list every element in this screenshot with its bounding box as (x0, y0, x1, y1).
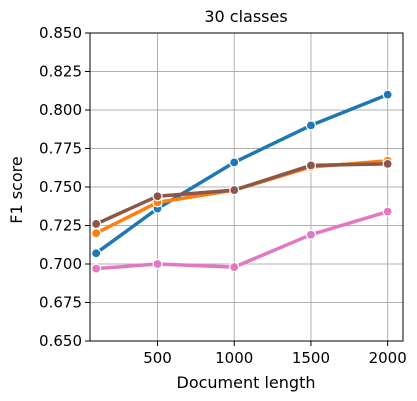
series-1 (91, 89, 393, 259)
y-tick-label: 0.675 (39, 294, 82, 312)
series-4-point (305, 229, 317, 240)
y-tick-label: 0.775 (39, 140, 82, 158)
series-4-point (382, 206, 393, 217)
series-layer (91, 89, 393, 274)
series-3-point (382, 158, 393, 169)
x-tick-label: 500 (143, 349, 172, 367)
series-4-point (229, 261, 240, 273)
series-4-point (152, 258, 163, 270)
y-tick-label: 0.850 (39, 24, 82, 42)
series-4 (91, 206, 393, 274)
y-axis: 0.650 0.675 0.700 0.725 0.750 0.775 0.800 0.825… (39, 24, 90, 350)
y-tick-label: 0.800 (39, 101, 82, 119)
series-1-point (305, 120, 317, 131)
series-4-point (91, 263, 102, 274)
series-3-line (94, 162, 390, 226)
chart-title: 30 classes (204, 7, 287, 26)
y-axis-title: F1 score (7, 156, 26, 223)
series-1-point (91, 248, 102, 259)
y-tick-label: 0.825 (39, 63, 82, 81)
series-3-point (305, 160, 317, 171)
y-tick-label: 0.725 (39, 217, 82, 235)
series-1-point (229, 157, 240, 168)
series-1-point (382, 89, 393, 100)
series-1-line (94, 92, 390, 255)
x-axis-title: Document length (177, 373, 316, 392)
series-3-point (152, 191, 163, 202)
x-axis: 500 1000 1500 2000 (143, 341, 407, 367)
x-tick-label: 2000 (369, 349, 407, 367)
y-tick-label: 0.750 (39, 178, 82, 196)
series-2-point (91, 228, 102, 239)
series-3 (91, 158, 393, 230)
y-tick-label: 0.700 (39, 255, 82, 273)
x-tick-label: 1500 (292, 349, 330, 367)
series-3-point (91, 218, 102, 230)
x-tick-label: 1000 (215, 349, 253, 367)
series-3-point (229, 184, 240, 196)
y-tick-label: 0.650 (39, 332, 82, 350)
